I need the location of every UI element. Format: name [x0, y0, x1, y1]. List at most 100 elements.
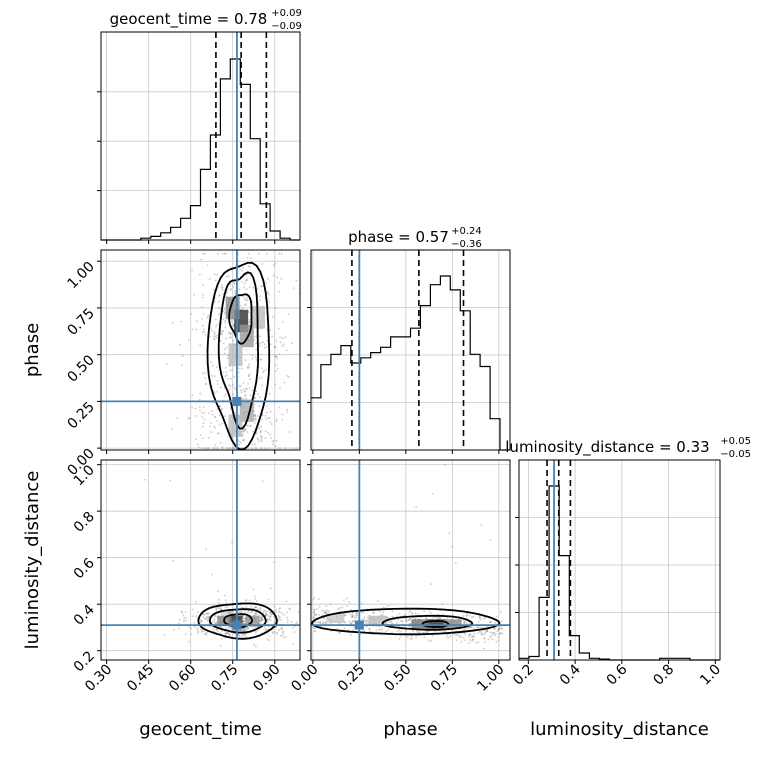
luminosity_distance-vs-geocent_time-sample-point: [178, 622, 180, 625]
phase-vs-geocent_time-sample-point: [213, 273, 216, 276]
phase-vs-geocent_time-sample-point: [254, 447, 257, 449]
phase-vs-geocent_time-sample-point: [260, 438, 263, 441]
phase-vs-geocent_time-sample-point: [244, 304, 247, 307]
luminosity_distance-vs-phase-sample-point: [442, 613, 445, 615]
luminosity_distance-vs-phase-sample-point: [404, 618, 407, 620]
phase-vs-geocent_time-sample-point: [201, 306, 203, 309]
luminosity_distance-vs-phase-sample-point: [381, 613, 384, 616]
phase-vs-geocent_time-sample-point: [245, 303, 247, 305]
luminosity_distance-vs-phase-sample-point: [462, 636, 465, 639]
phase-vs-geocent_time-sample-point: [203, 412, 206, 414]
luminosity_distance-vs-phase-sample-point: [352, 615, 354, 618]
luminosity_distance-vs-geocent_time-sample-point: [264, 614, 267, 617]
phase-vs-geocent_time-sample-point: [262, 341, 264, 344]
luminosity_distance-vs-phase-sample-point: [489, 621, 492, 624]
phase-vs-geocent_time-sample-point: [247, 366, 250, 369]
luminosity_distance-vs-phase-sample-point: [401, 620, 403, 623]
luminosity_distance-vs-phase-sample-point: [405, 619, 408, 622]
luminosity_distance-vs-phase-sample-point: [476, 625, 479, 628]
luminosity_distance-vs-phase-sample-point: [368, 628, 371, 631]
luminosity_distance-vs-geocent_time-sample-point: [252, 588, 255, 591]
phase-vs-geocent_time-sample-point: [303, 319, 305, 321]
luminosity_distance-vs-geocent_time-sample-point: [202, 616, 204, 618]
luminosity_distance-vs-geocent_time-sample-point: [183, 621, 186, 623]
phase-vs-geocent_time-sample-point: [195, 320, 198, 323]
phase-vs-geocent_time-sample-point: [243, 429, 245, 431]
luminosity_distance-vs-geocent_time-sample-point: [195, 600, 197, 603]
phase-vs-geocent_time-sample-point: [245, 428, 247, 431]
phase-vs-geocent_time-sample-point: [207, 437, 210, 439]
luminosity_distance-vs-phase-sample-point: [351, 614, 354, 617]
luminosity_distance-vs-geocent_time-sample-point: [163, 634, 166, 637]
luminosity_distance-vs-geocent_time-xtick-label: 0.60: [166, 662, 199, 695]
phase-vs-geocent_time-sample-point: [247, 374, 250, 377]
luminosity_distance-vs-phase-sample-point: [487, 638, 490, 641]
luminosity_distance-vs-phase-sample-point: [411, 635, 413, 637]
phase-vs-geocent_time-sample-point: [264, 447, 266, 449]
phase-vs-geocent_time-sample-point: [241, 270, 243, 272]
luminosity_distance-vs-phase-sample-point: [343, 627, 346, 630]
phase-vs-geocent_time-sample-point: [224, 366, 227, 369]
phase-vs-geocent_time-sample-point: [227, 377, 230, 380]
luminosity_distance-vs-geocent_time-contour-outer: [197, 602, 278, 640]
luminosity_distance-vs-phase-sample-point: [316, 608, 318, 610]
luminosity_distance-vs-geocent_time-sample-point: [253, 643, 256, 646]
phase-vs-geocent_time-sample-point: [279, 447, 282, 449]
luminosity_distance-vs-geocent_time-sample-point: [308, 617, 310, 619]
luminosity_distance-vs-phase-sample-point: [495, 640, 498, 643]
phase-vs-geocent_time-sample-point: [248, 373, 251, 376]
phase-vs-geocent_time-sample-point: [191, 394, 194, 397]
phase-vs-geocent_time-sample-point: [218, 414, 221, 417]
phase-vs-geocent_time-sample-point: [239, 304, 242, 307]
luminosity_distance-vs-geocent_time-sample-point: [228, 626, 231, 629]
phase-vs-geocent_time-sample-point: [229, 369, 232, 372]
luminosity_distance-vs-phase-sample-point: [338, 631, 341, 634]
luminosity_distance-vs-phase-sample-point: [324, 611, 327, 614]
phase-vs-geocent_time-sample-point: [232, 383, 234, 386]
phase-vs-geocent_time-sample-point: [239, 389, 242, 392]
luminosity_distance-vs-phase-sample-point: [366, 616, 369, 619]
luminosity_distance-vs-geocent_time-sample-point: [255, 606, 257, 608]
luminosity_distance-vs-phase-sample-point: [497, 629, 500, 631]
luminosity_distance-vs-phase-sample-point: [314, 613, 317, 616]
phase-vs-geocent_time-sample-point: [166, 362, 168, 365]
phase-vs-geocent_time-sample-point: [222, 329, 225, 332]
phase-vs-geocent_time-sample-point: [267, 431, 270, 434]
phase-vs-geocent_time-sample-point: [259, 396, 261, 399]
phase-vs-geocent_time-sample-point: [260, 425, 262, 428]
luminosity_distance-vs-geocent_time-sample-point: [247, 627, 249, 629]
phase-vs-geocent_time-sample-point: [216, 274, 219, 276]
phase-vs-geocent_time-sample-point: [260, 447, 263, 449]
luminosity_distance-vs-geocent_time-sample-point: [217, 598, 220, 601]
luminosity_distance-vs-geocent_time-sample-point: [266, 610, 269, 613]
luminosity_distance-vs-phase-sample-point: [497, 636, 500, 638]
luminosity_distance-vs-geocent_time-sample-point: [266, 619, 269, 621]
phase-vs-geocent_time-sample-point: [292, 287, 295, 289]
luminosity_distance-vs-geocent_time-sample-point: [218, 607, 221, 610]
luminosity_distance-vs-geocent_time-sample-point: [280, 635, 282, 637]
luminosity_distance-vs-phase-contour-inner: [421, 619, 450, 628]
luminosity_distance-xlabel: luminosity_distance: [530, 719, 709, 740]
phase-vs-geocent_time-sample-point: [278, 252, 281, 255]
phase-vs-geocent_time-sample-point: [241, 439, 244, 442]
luminosity_distance-vs-geocent_time-sample-point: [185, 619, 188, 622]
luminosity_distance-vs-phase-sample-point: [382, 611, 385, 614]
phase-vs-geocent_time-sample-point: [218, 404, 221, 407]
luminosity_distance-vs-phase-sample-point: [496, 630, 499, 633]
luminosity_distance-vs-phase-xtick-label: 0.75: [428, 662, 461, 695]
luminosity_distance-xtick-label: 0.2: [510, 662, 537, 689]
phase-vs-geocent_time-frame: [100, 249, 301, 451]
luminosity_distance-vs-phase-sample-point: [375, 629, 378, 632]
luminosity_distance-vs-phase-sample-point: [361, 602, 363, 605]
luminosity_distance-vs-phase-sample-point: [479, 616, 481, 619]
phase-vs-geocent_time-sample-point: [265, 418, 267, 420]
luminosity_distance-vs-geocent_time-sample-point: [197, 631, 200, 634]
phase-vs-geocent_time-sample-point: [246, 296, 248, 299]
phase-vs-geocent_time-sample-point: [221, 333, 223, 335]
luminosity_distance-vs-geocent_time-sample-point: [238, 636, 241, 638]
phase-vs-geocent_time-sample-point: [224, 321, 227, 324]
luminosity_distance-vs-phase-sample-point: [338, 632, 341, 634]
luminosity_distance-vs-phase-sample-point: [391, 622, 394, 625]
luminosity_distance-vs-phase-sample-point: [344, 614, 347, 617]
